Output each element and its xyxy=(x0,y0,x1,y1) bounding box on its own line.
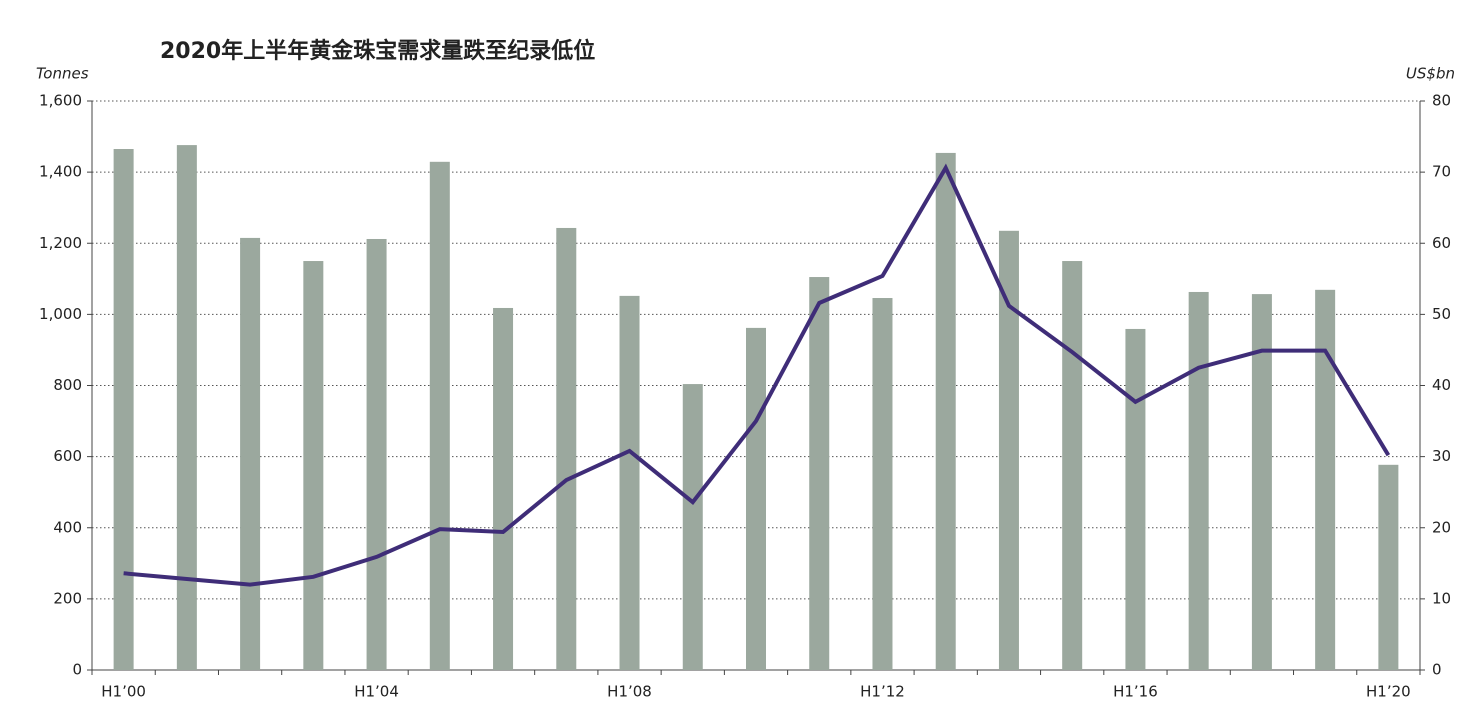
line xyxy=(123,163,1391,587)
bar xyxy=(872,298,893,670)
y2-axis-label: US$bn xyxy=(1406,65,1455,83)
y2-tick-label: 60 xyxy=(1432,234,1451,252)
bar xyxy=(240,237,261,670)
chart-title: 2020年上半年黄金珠宝需求量跌至纪录低位 xyxy=(160,38,595,64)
y-tick-label: 600 xyxy=(53,447,82,465)
y-tick-label: 1,200 xyxy=(39,234,82,252)
x-tick-label: H1’20 xyxy=(1366,683,1411,701)
y-tick-label: 1,600 xyxy=(39,92,82,110)
y2-tick-label: 50 xyxy=(1432,305,1451,323)
bar xyxy=(935,152,956,670)
bar xyxy=(1378,464,1399,670)
y2-tick-label: 30 xyxy=(1432,447,1451,465)
bar xyxy=(113,149,134,670)
y-tick-label: 800 xyxy=(53,376,82,394)
bar xyxy=(1125,328,1146,670)
bar xyxy=(809,277,830,670)
y-tick-label: 1,000 xyxy=(39,305,82,323)
x-tick-label: H1’08 xyxy=(607,683,652,701)
y-tick-label: 0 xyxy=(72,661,82,679)
y2-tick-label: 40 xyxy=(1432,376,1451,394)
bar xyxy=(682,384,703,670)
bar xyxy=(556,227,577,670)
y-axis-label: Tonnes xyxy=(36,65,89,83)
y-tick-label: 1,400 xyxy=(39,163,82,181)
y2-tick-label: 10 xyxy=(1432,589,1451,607)
x-tick-label: H1’16 xyxy=(1113,683,1158,701)
bar xyxy=(619,295,640,670)
bar xyxy=(429,161,450,670)
bar xyxy=(746,327,766,670)
y-tick-label: 400 xyxy=(53,518,82,536)
bar xyxy=(303,261,324,670)
bar xyxy=(1062,261,1083,670)
bar xyxy=(1315,289,1336,670)
y2-tick-label: 70 xyxy=(1432,163,1451,181)
y2-tick-label: 80 xyxy=(1432,92,1451,110)
bar xyxy=(366,238,387,671)
y-tick-label: 200 xyxy=(53,589,82,607)
x-tick-label: H1’00 xyxy=(101,683,146,701)
bar xyxy=(998,230,1019,670)
y2-tick-label: 20 xyxy=(1432,518,1451,536)
x-tick-label: H1’04 xyxy=(354,683,399,701)
bar xyxy=(493,307,514,670)
bar xyxy=(1251,294,1272,670)
bar xyxy=(176,145,197,670)
x-tick-label: H1’12 xyxy=(860,683,905,701)
y2-tick-label: 0 xyxy=(1432,661,1442,679)
bar xyxy=(1188,291,1209,670)
